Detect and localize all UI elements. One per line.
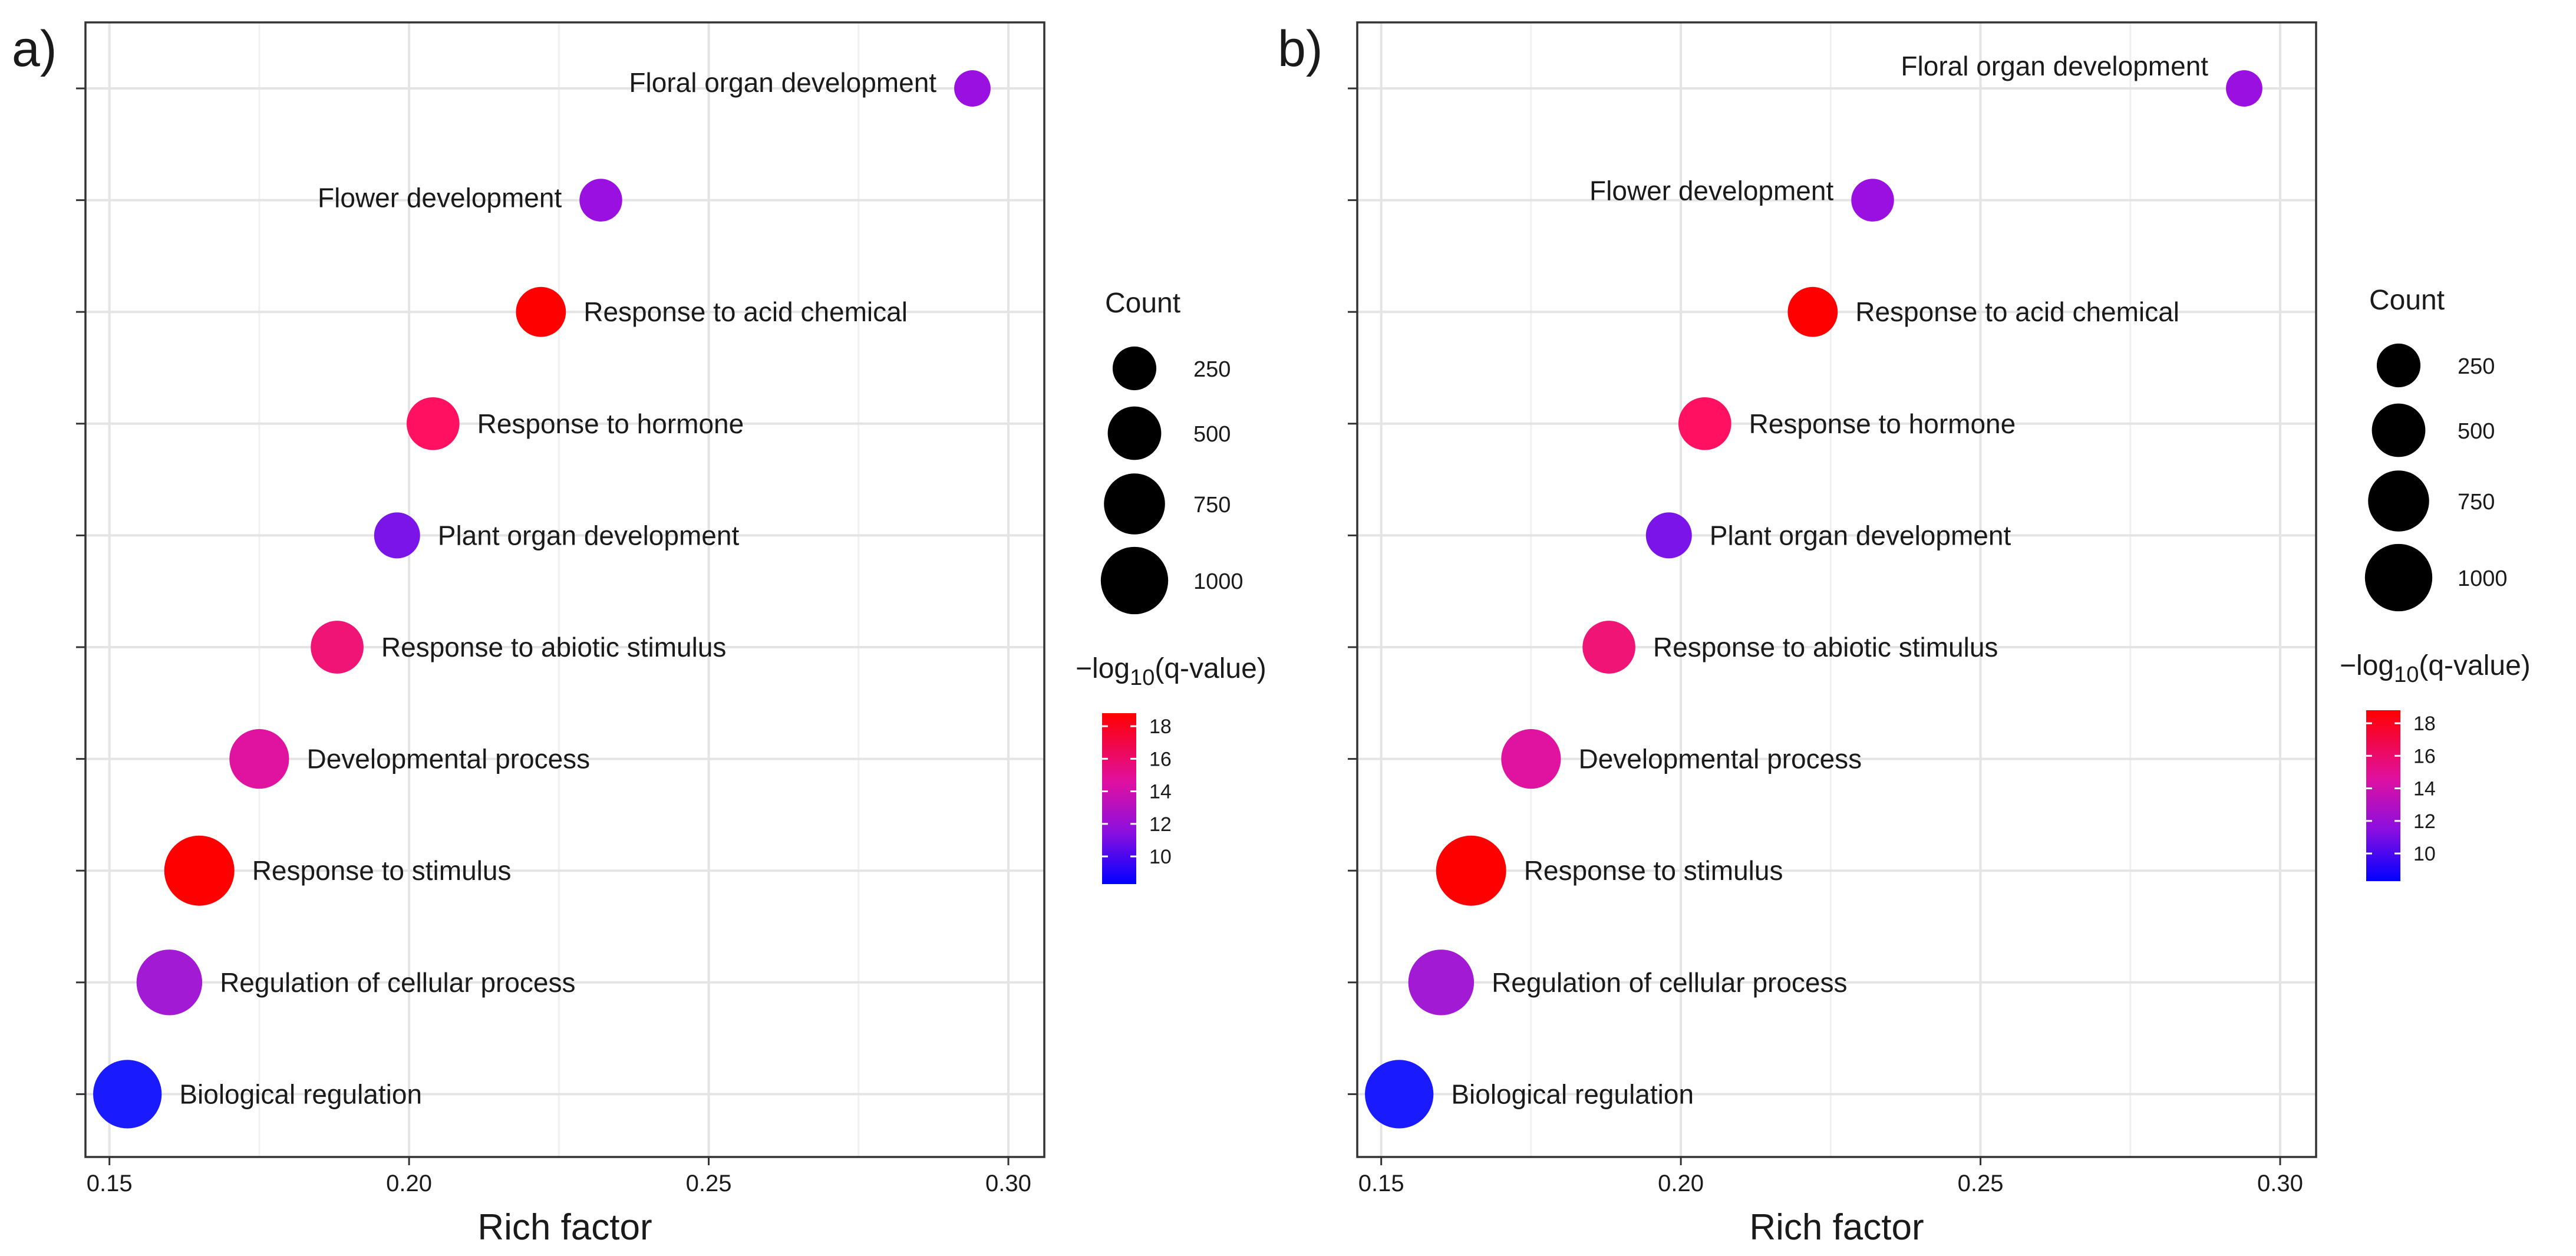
colorbar-tick-label: 18 xyxy=(2413,713,2436,735)
point-floral-organ-development xyxy=(954,70,991,107)
x-tick-label: 0.30 xyxy=(985,1171,1031,1196)
legend-size-label: 1000 xyxy=(2458,566,2508,591)
point-label: Flower development xyxy=(1589,176,1833,206)
point-label: Regulation of cellular process xyxy=(220,967,575,998)
point-label: Response to acid chemical xyxy=(583,296,908,327)
plot-background xyxy=(1357,22,2316,1157)
panel-b: Biological regulation Regulation of cellu… xyxy=(1278,21,2531,1248)
legend-colorbar xyxy=(2366,710,2400,881)
colorbar-tick-label: 12 xyxy=(2413,810,2436,833)
point-flower-development xyxy=(1851,179,1894,222)
x-tick-label: 0.20 xyxy=(386,1171,432,1196)
point-label: Plant organ development xyxy=(438,520,740,550)
legend: Count 250 500 750 1000 −log10(q-value) 18 16 14 1… xyxy=(2340,285,2531,881)
colorbar-tick-label: 16 xyxy=(2413,745,2436,767)
point-regulation-of-cellular-process xyxy=(1408,950,1475,1016)
point-response-to-stimulus xyxy=(164,835,235,906)
legend-size-dot xyxy=(2368,470,2429,532)
point-flower-development xyxy=(579,179,622,222)
point-plant-organ-development xyxy=(1645,512,1692,559)
point-developmental-process xyxy=(1501,728,1561,789)
colorbar-tick-label: 12 xyxy=(1149,813,1172,836)
legend-size-title: Count xyxy=(1105,288,1180,319)
colorbar-tick-label: 14 xyxy=(2413,778,2436,800)
point-biological-regulation xyxy=(1365,1060,1434,1129)
point-label: Response to hormone xyxy=(1749,408,2016,439)
point-biological-regulation xyxy=(93,1060,162,1129)
point-response-to-abiotic-stimulus xyxy=(311,621,364,674)
plot-frame xyxy=(84,21,1045,1158)
legend-size-dot xyxy=(1100,546,1169,615)
x-tick-label: 0.15 xyxy=(1358,1171,1404,1196)
point-developmental-process xyxy=(229,728,289,789)
point-label: Plant organ development xyxy=(1710,520,2011,550)
point-label: Floral organ development xyxy=(629,67,936,98)
x-tick-label: 0.15 xyxy=(87,1171,133,1196)
legend-size-label: 250 xyxy=(2458,354,2495,379)
point-label: Response to acid chemical xyxy=(1855,296,2179,327)
point-label: Response to stimulus xyxy=(1524,855,1783,886)
legend-size-label: 1000 xyxy=(1193,569,1244,594)
point-response-to-acid-chemical xyxy=(516,286,566,337)
x-tick-label: 0.30 xyxy=(2257,1171,2303,1196)
point-response-to-hormone xyxy=(406,397,460,450)
colorbar-tick-label: 10 xyxy=(1149,846,1172,868)
colorbar-tick-label: 14 xyxy=(1149,781,1172,803)
point-response-to-hormone xyxy=(1678,397,1731,450)
x-tick-label: 0.20 xyxy=(1658,1171,1704,1196)
point-label: Regulation of cellular process xyxy=(1492,967,1847,998)
plot-background xyxy=(85,22,1044,1157)
point-label: Biological regulation xyxy=(1451,1079,1694,1109)
point-plant-organ-development xyxy=(374,512,420,559)
point-label: Response to abiotic stimulus xyxy=(381,632,727,662)
point-regulation-of-cellular-process xyxy=(136,950,203,1016)
point-response-to-stimulus xyxy=(1436,835,1506,906)
legend-size-dot xyxy=(2364,543,2433,612)
point-label: Biological regulation xyxy=(179,1079,422,1109)
legend-size-dot xyxy=(1104,473,1165,535)
legend-color-title: −log10(q-value) xyxy=(1076,653,1266,690)
legend-color-title: −log10(q-value) xyxy=(2340,650,2531,687)
panel-label: b) xyxy=(1278,21,1322,77)
point-label: Response to abiotic stimulus xyxy=(1653,632,1998,662)
colorbar-tick-label: 16 xyxy=(1149,748,1172,770)
legend-size-label: 750 xyxy=(1193,493,1231,517)
point-floral-organ-development xyxy=(2226,70,2262,107)
x-axis-title: Rich factor xyxy=(477,1207,652,1248)
legend-size-dot xyxy=(1112,346,1157,391)
panel-a: Biological regulation Regulation of cellu… xyxy=(12,21,1266,1248)
legend-size-label: 750 xyxy=(2458,490,2495,515)
legend-size-dot xyxy=(2376,343,2421,388)
point-label: Response to hormone xyxy=(477,408,744,439)
point-label: Response to stimulus xyxy=(252,855,512,886)
legend: Count 250 500 750 1000 −log10(q-value) 18 16 14 1… xyxy=(1076,288,1266,884)
legend-size-dot xyxy=(1107,406,1162,460)
colorbar-tick-label: 10 xyxy=(2413,843,2436,865)
x-tick-label: 0.25 xyxy=(1958,1171,2004,1196)
legend-size-title: Count xyxy=(2369,285,2445,316)
legend-size-dot xyxy=(2371,403,2426,457)
point-label: Flower development xyxy=(318,183,562,213)
point-label: Developmental process xyxy=(306,744,590,774)
x-axis-title: Rich factor xyxy=(1749,1207,1924,1248)
point-label: Developmental process xyxy=(1578,744,1862,774)
panel-label: a) xyxy=(12,21,57,77)
legend-colorbar xyxy=(1102,713,1136,884)
x-tick-label: 0.25 xyxy=(686,1171,732,1196)
colorbar-tick-label: 18 xyxy=(1149,716,1172,738)
legend-size-label: 250 xyxy=(1193,357,1231,382)
point-response-to-abiotic-stimulus xyxy=(1582,621,1635,674)
legend-size-label: 500 xyxy=(1193,422,1231,447)
plot-frame xyxy=(1356,21,2317,1158)
legend-size-label: 500 xyxy=(2458,419,2495,444)
point-response-to-acid-chemical xyxy=(1787,286,1838,337)
point-label: Floral organ development xyxy=(1901,51,2208,81)
